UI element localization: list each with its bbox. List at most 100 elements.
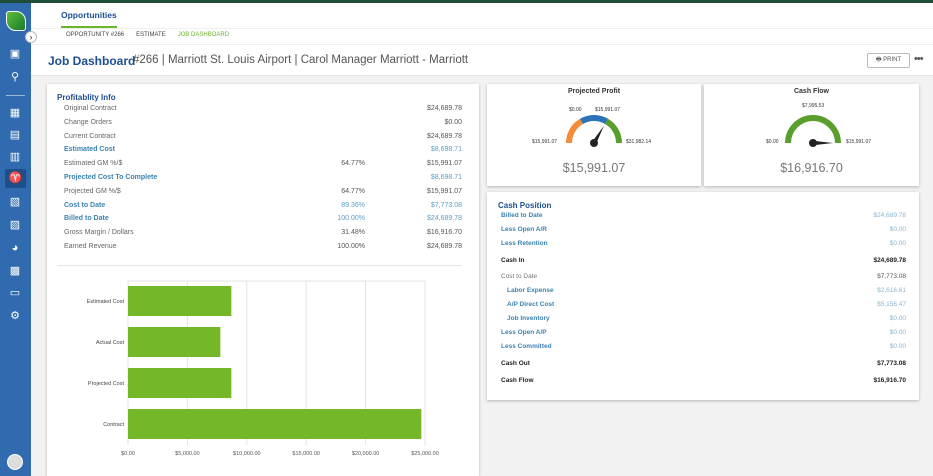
- x-tick-label: $25,000.00: [411, 451, 439, 457]
- cash-flow-value: $16,916.70: [780, 161, 843, 175]
- print-button[interactable]: 🖶 PRINT: [867, 53, 910, 68]
- profit-row-value: $24,689.78: [426, 105, 462, 112]
- profit-row-value: $8,698.71: [430, 146, 462, 154]
- y-category-label: Actual Cost: [96, 340, 125, 346]
- profitability-card: Profitablity Info Original Contract $24,…: [47, 84, 479, 476]
- bar: [128, 409, 422, 439]
- users-settings-icon[interactable]: ⚙: [10, 310, 20, 322]
- search-icon[interactable]: ⚲: [10, 71, 20, 83]
- x-tick-label: $15,000.00: [292, 451, 320, 457]
- cash-row-value: $2,616.61: [877, 287, 906, 294]
- gauge-mid-label: $15,991.07: [595, 107, 621, 113]
- y-category-label: Projected Cost: [88, 381, 125, 387]
- cash-row-label: Labor Expense: [507, 287, 554, 294]
- cash-row-label: Less Retention: [501, 240, 548, 247]
- cash-row-label: Cash Flow: [501, 377, 534, 384]
- bar: [128, 327, 221, 357]
- cash-row-value: $0.00: [889, 343, 906, 350]
- tab-opportunities[interactable]: Opportunities: [61, 10, 117, 28]
- cash-row-label: Less Open A/P: [501, 329, 547, 336]
- gauge-max-label: $15,991.07: [846, 139, 872, 145]
- profit-row-label: Projected Cost To Complete: [64, 174, 158, 181]
- profit-row-label: Current Contract: [64, 132, 116, 140]
- sidebar-divider: [6, 95, 25, 96]
- cash-row-label: Job Inventory: [507, 315, 550, 322]
- report-icon[interactable]: ▩: [9, 265, 21, 277]
- divider: [31, 44, 933, 45]
- profit-row-percent: 100.00%: [337, 215, 365, 223]
- gauge-min-label: $0.00: [766, 139, 779, 145]
- avatar[interactable]: [7, 454, 23, 470]
- y-category-label: Estimated Cost: [87, 299, 125, 305]
- calendar-check-icon[interactable]: ▧: [9, 196, 21, 208]
- cash-row-value: $0.00: [889, 329, 906, 336]
- expand-sidebar-icon[interactable]: ›: [25, 31, 37, 43]
- profit-row-label: Gross Margin / Dollars: [64, 229, 134, 237]
- gauge-mid-label: $7,995.53: [802, 103, 825, 109]
- clipboard-icon[interactable]: ▨: [9, 219, 21, 231]
- trophy-icon[interactable]: ♈: [5, 169, 26, 188]
- profit-row-value: $15,991.07: [426, 187, 462, 195]
- cash-row-value: $24,689.78: [873, 212, 906, 219]
- breadcrumb: OPPORTUNITY #266 ESTIMATE JOB DASHBOARD: [66, 32, 229, 38]
- profitability-title: Profitablity Info: [57, 93, 116, 102]
- profit-row-value: $16,916.70: [426, 229, 462, 237]
- bar: [128, 286, 232, 316]
- gauge-segment: [785, 115, 841, 144]
- subnav-estimate[interactable]: ESTIMATE: [136, 32, 166, 38]
- cash-flow-gauge: [785, 115, 841, 147]
- cash-row-label: Billed to Date: [501, 212, 543, 219]
- gauge-max-label: $31,982.14: [626, 139, 652, 145]
- gauge-min-label: $15,991.07: [532, 139, 558, 145]
- profit-row-value: $7,773.08: [430, 201, 462, 209]
- gauge-title: Projected Profit: [567, 88, 621, 95]
- cash-position-title: Cash Position: [498, 201, 552, 210]
- profit-row-value: $24,689.78: [426, 132, 462, 140]
- cash-row-label: Less Open A/R: [501, 226, 547, 233]
- profit-row-percent: 100.00%: [337, 243, 365, 250]
- app-logo[interactable]: [6, 11, 26, 31]
- gauge-segment: [604, 118, 622, 144]
- gauge-segment: [566, 118, 584, 144]
- profit-row-percent: 89.36%: [341, 201, 365, 209]
- bar: [128, 368, 232, 398]
- cash-row-value: $0.00: [889, 315, 906, 322]
- subnav-job-dashboard[interactable]: JOB DASHBOARD: [177, 32, 230, 38]
- profit-row-label: Estimated GM %/$: [64, 160, 123, 168]
- cash-row-value: $5,156.47: [877, 301, 906, 308]
- divider: [57, 265, 462, 266]
- profit-row-percent: 64.77%: [341, 160, 365, 168]
- profit-row-value: $15,991.07: [426, 160, 462, 168]
- cash-row-label: Cash Out: [501, 360, 530, 367]
- gauge-needle: [813, 140, 833, 146]
- archive-icon[interactable]: ▭: [9, 287, 21, 299]
- cash-row-value: $7,773.08: [877, 360, 906, 367]
- contacts-icon[interactable]: ▤: [9, 129, 21, 141]
- profit-row-label: Original Contract: [64, 105, 117, 112]
- sidebar: ▣ ⚲ ▦ ▤ ▥ ♈ ▧ ▨ ◕ ▩ ▭ ⚙: [0, 3, 31, 476]
- more-options-button[interactable]: •••: [914, 53, 924, 65]
- subnav-opportunity[interactable]: OPPORTUNITY #266: [66, 32, 125, 38]
- cash-row-value: $16,916.70: [873, 377, 906, 384]
- profit-row-label: Change Orders: [64, 118, 112, 126]
- cash-flow-card: Cash Flow $7,995.53 $0.00 $15,991.07 $16…: [704, 84, 919, 186]
- divider: [31, 28, 933, 29]
- cash-row-label: Cash In: [501, 257, 525, 264]
- calendar-icon[interactable]: ▦: [9, 107, 21, 119]
- profit-row-value: $24,689.78: [426, 243, 462, 250]
- money-icon[interactable]: ▣: [9, 48, 21, 60]
- buildings-icon[interactable]: ▥: [9, 151, 21, 163]
- cost-bar-chart: $0.00 $5,000.00 $10,000.00 $15,000.00 $20,00…: [87, 280, 439, 457]
- cash-row-value: $7,773.08: [877, 273, 906, 280]
- x-tick-label: $5,000.00: [175, 451, 199, 457]
- profit-row-label: Billed to Date: [64, 215, 109, 223]
- profit-row-percent: 64.77%: [341, 187, 365, 195]
- profit-row-label: Projected GM %/$: [64, 187, 121, 195]
- gauge-hub: [590, 139, 598, 147]
- cash-row-label: Cost to Date: [501, 273, 538, 280]
- y-category-label: Contract: [103, 422, 124, 428]
- cash-position-card: Cash Position Billed to Date $24,689.78 L…: [487, 192, 919, 400]
- profit-row-label: Estimated Cost: [64, 146, 115, 154]
- profit-row-label: Cost to Date: [64, 201, 106, 209]
- pie-chart-icon[interactable]: ◕: [11, 242, 19, 254]
